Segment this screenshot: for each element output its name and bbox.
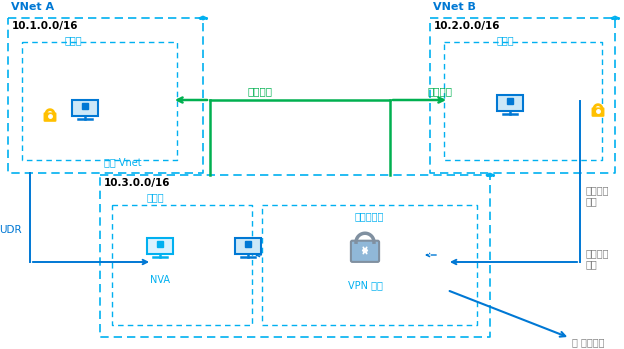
Text: 中樞 Vnet: 中樞 Vnet [104, 157, 142, 167]
Text: 10.1.0.0/16: 10.1.0.0/16 [12, 21, 79, 31]
Text: 閘道子網路: 閘道子網路 [354, 211, 384, 221]
Text: 對等互連: 對等互連 [427, 86, 452, 96]
Text: VNet B: VNet B [433, 2, 476, 12]
Text: UDR: UDR [0, 225, 22, 235]
Text: 允許閘道
傳輸: 允許閘道 傳輸 [586, 248, 610, 269]
Text: 子網路: 子網路 [496, 35, 514, 45]
FancyBboxPatch shape [245, 241, 251, 247]
Text: 對等互連: 對等互連 [248, 86, 273, 96]
FancyBboxPatch shape [507, 98, 513, 104]
Text: 使用遠端
閘道: 使用遠端 閘道 [586, 185, 610, 207]
Text: 子網路: 子網路 [64, 35, 82, 45]
FancyBboxPatch shape [82, 103, 88, 109]
Text: NVA: NVA [150, 275, 170, 285]
FancyBboxPatch shape [592, 108, 604, 116]
FancyBboxPatch shape [147, 238, 173, 254]
FancyBboxPatch shape [235, 238, 261, 254]
FancyBboxPatch shape [44, 113, 56, 121]
Text: 子網路: 子網路 [146, 192, 164, 202]
Text: 至 內部部署: 至 內部部署 [572, 337, 605, 347]
FancyBboxPatch shape [72, 100, 98, 116]
FancyBboxPatch shape [497, 95, 523, 111]
FancyBboxPatch shape [351, 241, 379, 262]
Text: 10.3.0.0/16: 10.3.0.0/16 [104, 178, 170, 188]
Text: 10.2.0.0/16: 10.2.0.0/16 [434, 21, 500, 31]
Text: VPN 閘道: VPN 閘道 [348, 280, 383, 290]
Text: VNet A: VNet A [11, 2, 54, 12]
FancyBboxPatch shape [157, 241, 163, 247]
